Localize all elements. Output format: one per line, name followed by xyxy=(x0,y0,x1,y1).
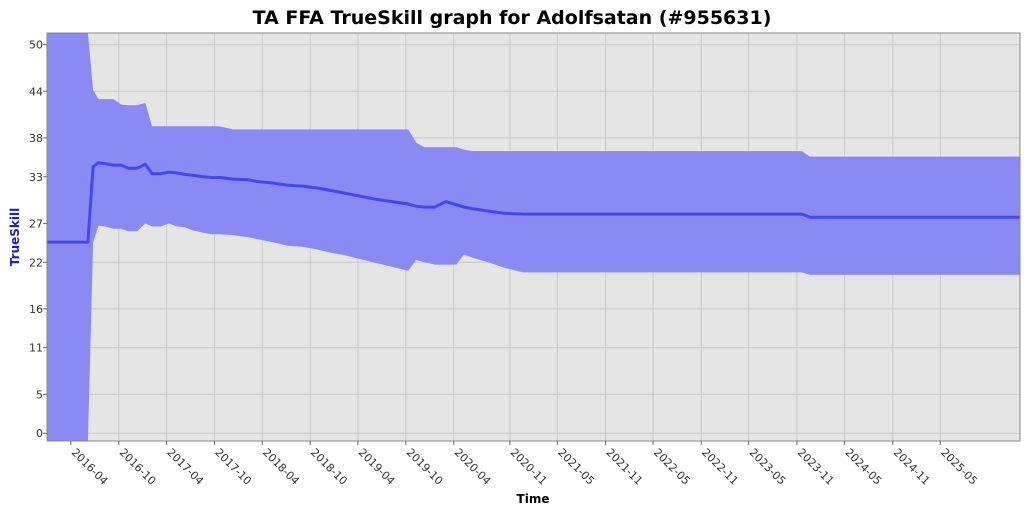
x-tick-label: 2020-11 xyxy=(508,446,550,488)
y-tick-label: 5 xyxy=(36,388,43,401)
y-tick-label: 22 xyxy=(29,256,43,269)
x-tick-label: 2016-04 xyxy=(69,446,111,488)
plot-frame xyxy=(46,32,1021,442)
x-tick-label: 2019-10 xyxy=(404,446,446,488)
y-tick-label: 11 xyxy=(29,342,43,355)
chart-title: TA FFA TrueSkill graph for Adolfsatan (#… xyxy=(253,7,772,29)
x-tick-label: 2024-05 xyxy=(843,446,885,488)
y-tick-label: 0 xyxy=(36,427,43,440)
y-axis-label: TrueSkill xyxy=(8,208,22,266)
x-tick-label: 2018-10 xyxy=(308,446,350,488)
x-axis-label: Time xyxy=(517,492,550,506)
x-tick-label: 2017-10 xyxy=(212,446,254,488)
y-tick-label: 27 xyxy=(29,217,43,230)
x-tick-label: 2023-11 xyxy=(795,446,837,488)
x-tick-label: 2024-11 xyxy=(891,446,933,488)
x-tick-label: 2021-05 xyxy=(555,446,597,488)
y-tick-label: 33 xyxy=(29,171,43,184)
data-layer xyxy=(47,33,1020,441)
x-tick-label: 2018-04 xyxy=(260,446,302,488)
y-tick-label: 44 xyxy=(29,85,43,98)
x-tick-label: 2025-05 xyxy=(938,446,980,488)
x-tick-label: 2019-04 xyxy=(356,446,398,488)
y-tick-label: 50 xyxy=(29,39,43,52)
x-tick-label: 2022-11 xyxy=(699,446,741,488)
x-tick-label: 2016-10 xyxy=(117,446,159,488)
x-tick-label: 2021-11 xyxy=(603,446,645,488)
x-tick-label: 2023-05 xyxy=(747,446,789,488)
y-tick-label: 38 xyxy=(29,132,43,145)
mean-line xyxy=(47,161,1020,244)
uncertainty-band xyxy=(47,33,1020,441)
x-tick-label: 2022-05 xyxy=(651,446,693,488)
x-tick-label: 2017-04 xyxy=(164,446,206,488)
y-tick-label: 16 xyxy=(29,303,43,316)
x-tick-label: 2020-04 xyxy=(452,446,494,488)
